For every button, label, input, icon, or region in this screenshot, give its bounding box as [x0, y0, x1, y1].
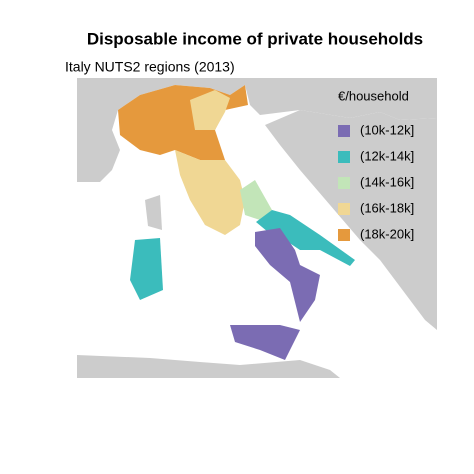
regions: [118, 85, 355, 360]
legend-title: €/household: [338, 88, 409, 103]
title: Disposable income of private households: [87, 29, 423, 48]
region-sardinia: [130, 238, 163, 300]
region-sicily: [230, 325, 300, 360]
legend-swatch: [338, 151, 350, 163]
legend: (10k-12k] (12k-14k] (14k-16k] (16k-18k] (18k…: [338, 122, 414, 241]
land: [77, 78, 437, 378]
region-veneto: [190, 90, 230, 130]
legend-label: (10k-12k]: [360, 122, 414, 137]
subtitle: Italy NUTS2 regions (2013): [65, 59, 235, 75]
legend-swatch: [338, 177, 350, 189]
legend-label: (12k-14k]: [360, 148, 414, 163]
legend-label: (14k-16k]: [360, 174, 414, 189]
corsica: [145, 195, 162, 230]
region-south: [255, 228, 320, 322]
region-abruzzo: [240, 180, 272, 220]
legend-label: (16k-18k]: [360, 200, 414, 215]
region-centre: [175, 150, 245, 235]
region-puglia: [256, 210, 355, 266]
legend-swatch: [338, 203, 350, 215]
legend-swatch: [338, 229, 350, 241]
africa: [77, 355, 340, 378]
balkans: [265, 110, 437, 330]
legend-label: (18k-20k]: [360, 226, 414, 241]
northern-land: [77, 78, 437, 182]
legend-swatch: [338, 125, 350, 137]
